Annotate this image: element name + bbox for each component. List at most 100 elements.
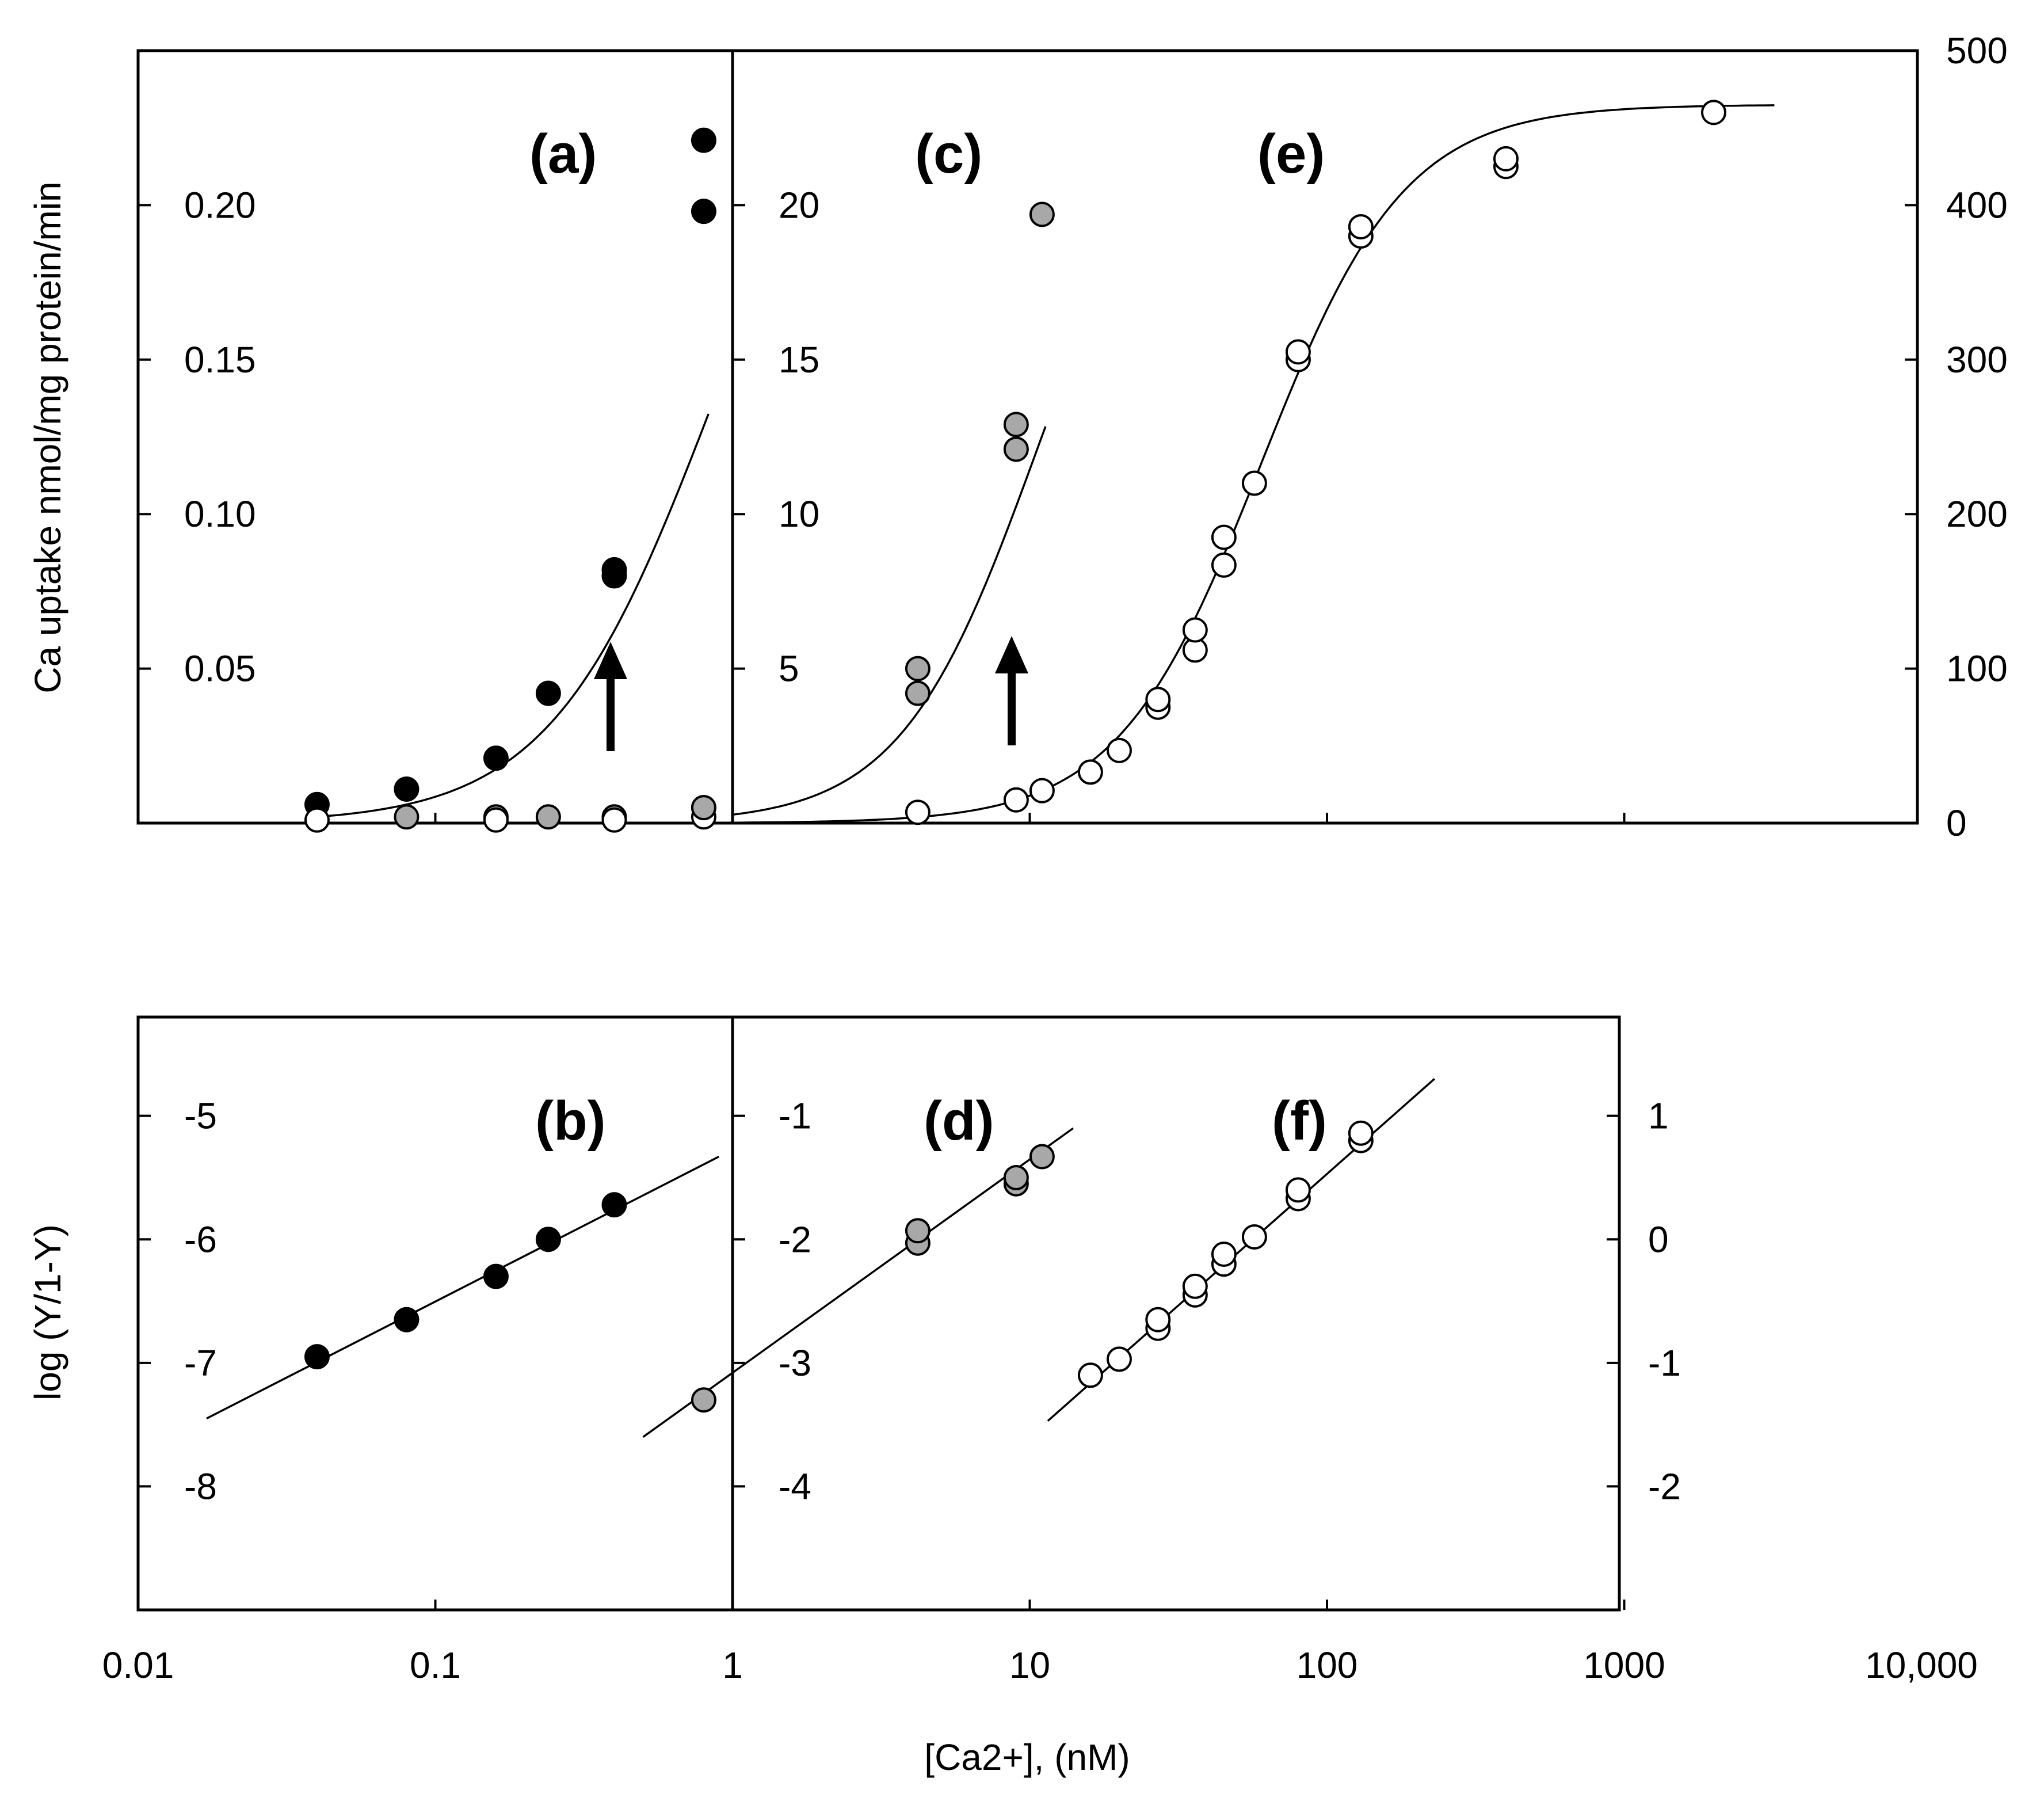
point-black	[691, 127, 716, 153]
arrows	[594, 636, 1028, 751]
x-axis-title: [Ca2+], (nM)	[924, 1737, 1130, 1778]
y-tick-label: 0	[1946, 802, 1967, 844]
point-white	[1700, 100, 1726, 125]
panel-label-f: (f)	[1272, 1090, 1327, 1152]
point-black	[601, 557, 627, 582]
y-tick-label: 400	[1946, 184, 2008, 226]
fit-line-b	[206, 1155, 720, 1419]
bottom-frame	[136, 1015, 1621, 1612]
point-black	[394, 776, 420, 802]
panel-label-e: (e)	[1257, 123, 1325, 185]
point-white	[1348, 1120, 1374, 1146]
arrow-a	[594, 642, 627, 751]
y-tick-label: 10	[779, 493, 819, 535]
y-axis-title-top: Ca uptake nmol/mg protein/min	[27, 181, 68, 693]
fit-line-d	[642, 1127, 1074, 1438]
top-frame	[136, 49, 1919, 825]
point-white	[1145, 687, 1171, 713]
point-white	[1348, 214, 1374, 239]
point-grey	[691, 1387, 716, 1413]
x-tick-label: 10,000	[1865, 1644, 1978, 1686]
y-tick-label: 0.10	[184, 493, 256, 535]
y-tick-label: 100	[1946, 648, 2008, 690]
curve-c	[732, 426, 1047, 816]
point-white	[1182, 617, 1208, 643]
point-black	[304, 1344, 330, 1370]
point-white	[1211, 1242, 1237, 1267]
point-grey	[905, 1218, 931, 1244]
y-tick-label: 0.15	[184, 339, 256, 380]
x-tick-label: 1	[722, 1644, 743, 1686]
point-grey	[1003, 436, 1029, 462]
point-grey	[905, 680, 931, 706]
y-tick-label: -8	[184, 1465, 217, 1507]
y-tick-label: -1	[1648, 1342, 1681, 1384]
y-tick-label: 500	[1946, 30, 2008, 71]
point-grey	[1003, 1164, 1029, 1190]
point-grey	[1029, 201, 1055, 227]
fit-curves	[206, 104, 1775, 1438]
point-white	[1182, 1273, 1208, 1299]
y-tick-label: 20	[779, 184, 819, 226]
panel-label-a: (a)	[529, 123, 597, 185]
point-white	[1285, 1177, 1311, 1203]
y-tick-label: 0	[1648, 1219, 1669, 1260]
point-white	[1241, 1224, 1267, 1250]
point-grey	[691, 795, 716, 821]
point-white	[1211, 524, 1237, 550]
y-tick-label: 0.20	[184, 184, 256, 226]
x-axis-title-text: [Ca2+], (nM)	[924, 1737, 1130, 1778]
fit-line-f	[1047, 1077, 1435, 1422]
y-axis-title-bottom: log (Y/1-Y)	[27, 1224, 68, 1400]
point-black	[535, 1227, 561, 1252]
y-tick-label: -1	[779, 1095, 811, 1137]
y-tick-label: -6	[184, 1219, 217, 1260]
point-white	[1077, 1362, 1103, 1388]
y-tick-label: -3	[779, 1342, 811, 1384]
y-tick-label: -5	[184, 1095, 217, 1137]
y-tick-label: -2	[779, 1219, 811, 1260]
point-white	[304, 807, 330, 833]
point-black	[483, 1263, 509, 1289]
point-grey	[1029, 1144, 1055, 1170]
point-white	[1211, 552, 1237, 578]
x-tick-label: 0.1	[410, 1644, 461, 1686]
y-tick-label: -7	[184, 1342, 217, 1384]
curve-e	[733, 104, 1775, 824]
point-black	[483, 745, 509, 771]
y-tick-label: 1	[1648, 1095, 1669, 1137]
point-grey	[394, 804, 420, 830]
point-white	[1285, 339, 1311, 365]
y-tick-label: -4	[779, 1465, 811, 1507]
y-tick-label: 300	[1946, 339, 2008, 380]
point-white	[1003, 787, 1029, 813]
x-tick-label: 1000	[1583, 1644, 1665, 1686]
point-black	[601, 1192, 627, 1218]
point-white	[905, 799, 931, 825]
point-grey	[905, 656, 931, 681]
y-tick-label: 200	[1946, 493, 2008, 535]
panel-labels: (a) (c) (e) (b) (d) (f)	[529, 123, 1327, 1152]
axis-ticks: 0.01 0.1 1 10 100 1000 10,0000.050.100.150.205…	[102, 30, 2008, 1686]
curve-a	[316, 413, 710, 818]
point-white	[1145, 1307, 1171, 1332]
point-black	[535, 680, 561, 706]
point-grey	[1003, 412, 1029, 437]
point-white	[1106, 737, 1132, 763]
y-tick-label: 0.05	[184, 648, 256, 690]
panel-frames	[136, 49, 1919, 1612]
point-grey	[535, 804, 561, 830]
y-tick-label: 5	[779, 648, 799, 690]
arrow-c	[995, 636, 1028, 745]
point-black	[691, 199, 716, 224]
point-white	[1241, 470, 1267, 496]
x-tick-label: 10	[1009, 1644, 1050, 1686]
panel-label-d: (d)	[924, 1090, 994, 1152]
panel-label-b: (b)	[535, 1090, 606, 1152]
data-points	[304, 100, 1726, 1413]
point-white	[601, 807, 627, 833]
point-white	[1106, 1346, 1132, 1372]
point-black	[394, 1307, 420, 1332]
point-white	[1029, 778, 1055, 804]
